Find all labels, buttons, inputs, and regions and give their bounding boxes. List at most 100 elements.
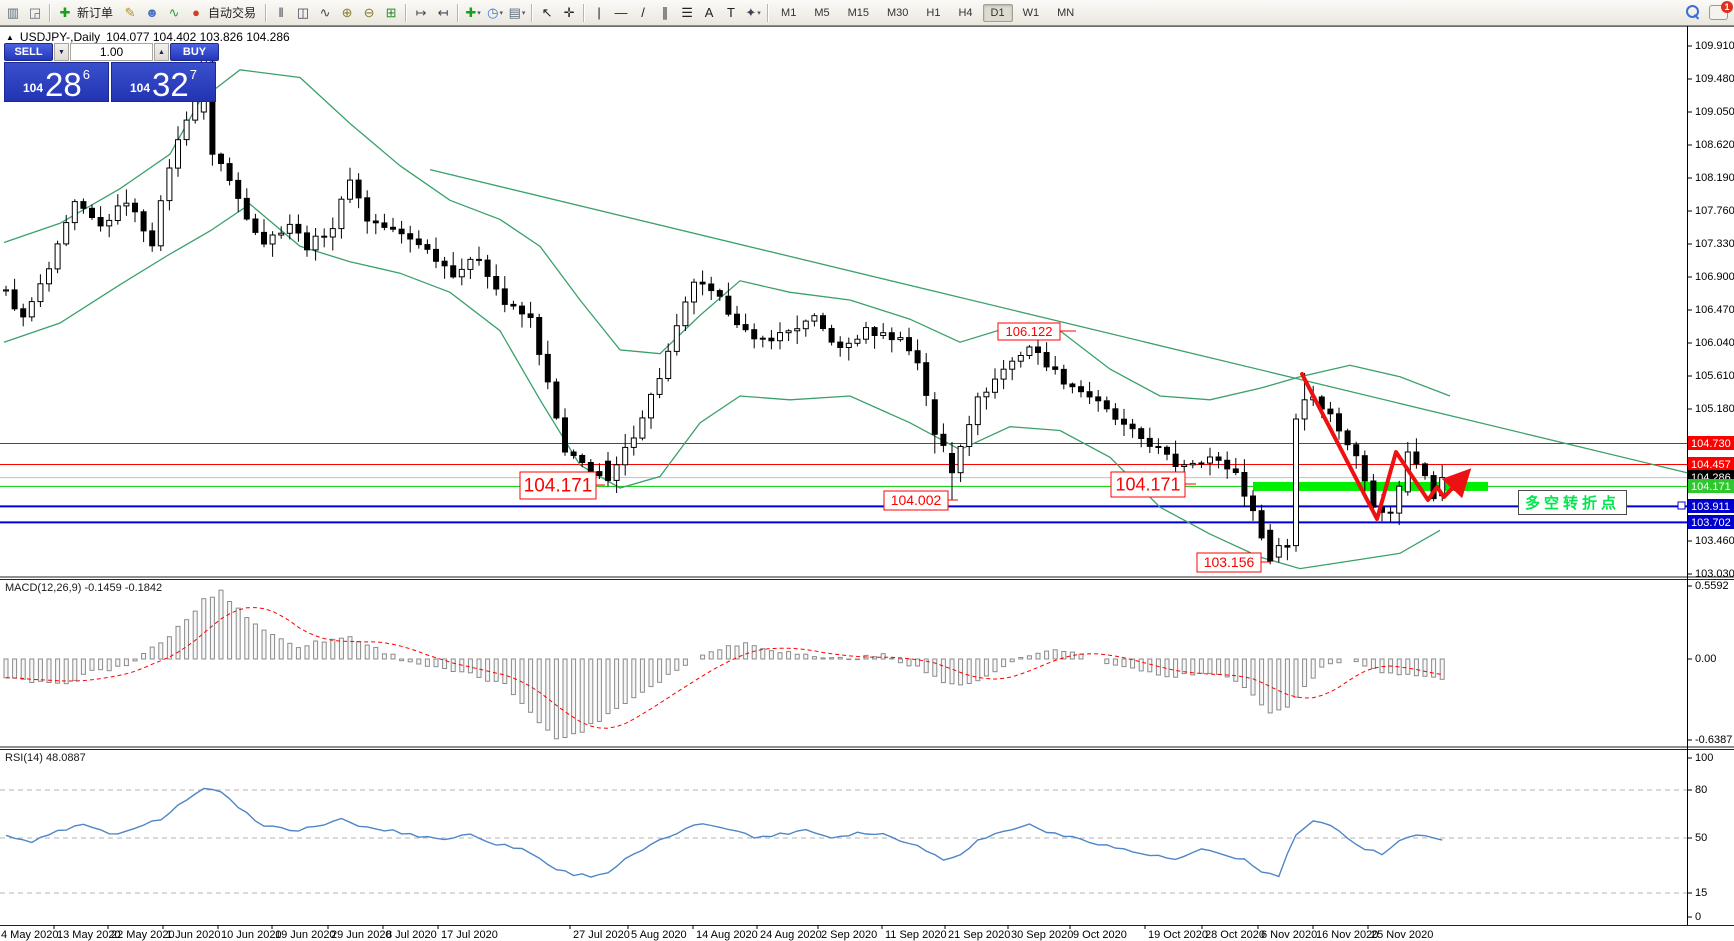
rsi-axis-label: 80 [1695,784,1707,796]
notification-count-badge: 1 [1721,1,1733,13]
periods-icon[interactable]: ◷ ▾ [487,4,503,20]
price-axis-label: 107.330 [1695,238,1734,250]
price-axis-label: 105.610 [1695,370,1734,382]
toolbar-separator [457,3,460,22]
timeframe-button-MN[interactable]: MN [1057,6,1075,19]
templates-icon[interactable]: ▤ ▾ [508,4,526,20]
volume-increase-button[interactable]: ▲ [154,43,169,61]
label-icon[interactable]: T [727,5,735,20]
profiles-icon[interactable]: ☻ [145,5,159,20]
buy-button[interactable]: BUY [170,43,219,61]
timeframe-button-H4[interactable]: H4 [958,6,973,19]
bid-price-panel[interactable]: 104 28 6 [4,62,109,102]
price-callout[interactable]: 104.002 [883,490,958,511]
annotation-note[interactable]: 多空转折点 [1518,490,1628,515]
trendline-icon[interactable]: / [641,5,645,20]
chart-bars-icon[interactable]: ‖ [278,5,284,20]
price-axis-label: 103.460 [1695,535,1734,547]
price-axis-label: 108.190 [1695,172,1734,184]
shapes-icon[interactable]: ✦ ▾ [745,4,761,20]
bid-main: 28 [45,65,82,103]
date-axis-label: 29 Jun 2020 [331,929,392,941]
price-axis-label: 106.040 [1695,337,1734,349]
svg-text:104.171: 104.171 [1691,481,1731,493]
search-icon[interactable] [1686,5,1701,20]
autotrade-label[interactable]: 自动交易 [208,6,257,20]
volume-input[interactable]: 1.00 [70,43,153,61]
terminal-icon[interactable]: ▥ [6,4,20,20]
timeframe-button-M5[interactable]: M5 [814,6,830,19]
line-handle-marker[interactable] [1677,501,1686,510]
price-tag: 104.457 [1688,457,1734,471]
timeframe-button-M15[interactable]: M15 [847,6,869,19]
svg-text:103.156: 103.156 [1204,554,1255,570]
chart-candles-icon[interactable]: ◫ [296,4,310,20]
price-axis-label: 105.180 [1695,403,1734,415]
date-axis-label: 9 Oct 2020 [1073,929,1127,941]
rsi-panel: 100 80 50 15 0 [0,752,1713,923]
price-callout[interactable]: 104.171 [519,471,605,500]
sell-button[interactable]: SELL [4,43,53,61]
chart-title-symbol: USDJPY-,Daily [19,30,101,44]
price-tag: 104.171 [1688,479,1734,493]
chart-shift-icon[interactable]: ↤ [437,4,449,20]
chevron-down-icon: ▾ [477,9,481,17]
autoscroll-icon[interactable]: ↦ [415,4,427,20]
date-axis-label: 24 Aug 2020 [760,929,822,941]
fibonacci-icon[interactable]: ☰ [681,4,693,20]
autotrade-icon[interactable]: ● [192,5,200,20]
price-callouts: 106.122 104.171 104.002 104.171 103.156 [519,322,1271,573]
price-callout[interactable]: 106.122 [997,322,1076,341]
svg-text:106.122: 106.122 [1006,324,1053,339]
zoom-out-icon[interactable]: ⊖ [363,4,375,20]
crosshair-icon[interactable]: ✛ [563,4,575,20]
price-tag: 103.702 [1688,515,1734,529]
svg-text:104.730: 104.730 [1691,438,1731,450]
date-axis-label: 10 Jun 2020 [221,929,282,941]
svg-text:104.457: 104.457 [1691,459,1731,471]
vertical-line-icon[interactable]: | [597,5,601,20]
date-axis-label: 5 Aug 2020 [631,929,687,941]
price-axis: 109.910 109.480 109.050 108.620 108.190 107.7… [1688,40,1734,580]
styles-icon[interactable]: ✎ [124,4,136,20]
bid-sup: 6 [82,67,90,82]
horizontal-line-icon[interactable]: — [614,5,628,20]
text-icon[interactable]: A [704,5,714,20]
symbol-dropdown-icon[interactable]: ▲ [6,32,14,42]
toolbar-separator [767,3,770,22]
timeframe-button-W1[interactable]: W1 [1022,6,1040,19]
zigzag-annotation[interactable] [1300,372,1472,521]
notifications-icon[interactable]: 1 [1709,1,1733,20]
cursor-icon[interactable]: ↖ [541,4,553,20]
ask-price-panel[interactable]: 104 32 7 [111,62,216,102]
timeframe-button-M1[interactable]: M1 [781,6,797,19]
toolbar-separator [583,3,586,22]
indicators-icon[interactable]: ✚ ▾ [465,4,481,20]
tile-windows-icon[interactable]: ⊞ [385,4,397,20]
price-axis-label: 107.760 [1695,205,1734,217]
volume-decrease-button[interactable]: ▼ [54,43,69,61]
rsi-axis-label: 15 [1695,887,1707,899]
price-axis-label: 103.030 [1695,568,1734,580]
timeframe-button-M30[interactable]: M30 [887,6,909,19]
price-callout[interactable]: 104.171 [1110,471,1196,498]
date-axis-label: 8 Jul 2020 [386,929,437,941]
new-order-icon[interactable]: ✚ [59,4,71,20]
data-window-icon[interactable]: ◲ [28,4,42,20]
chart-line-icon[interactable]: ∿ [319,4,331,20]
price-tag: 104.730 [1688,436,1734,450]
signals-icon[interactable]: ∿ [168,4,180,20]
price-callout[interactable]: 103.156 [1196,552,1271,573]
timeframe-button-H1[interactable]: H1 [926,6,941,19]
rsi-axis-label: 100 [1695,752,1713,764]
ask-prefix: 104 [130,81,151,95]
svg-text:104.002: 104.002 [891,492,942,508]
equidistant-channel-icon[interactable]: ∥ [661,4,669,20]
date-axis-label: 13 May 2020 [57,929,121,941]
zoom-in-icon[interactable]: ⊕ [341,4,353,20]
new-order-label[interactable]: 新订单 [77,6,114,20]
moving-average-bands [3,69,1451,570]
timeframe-button-D1[interactable]: D1 [982,3,1013,22]
